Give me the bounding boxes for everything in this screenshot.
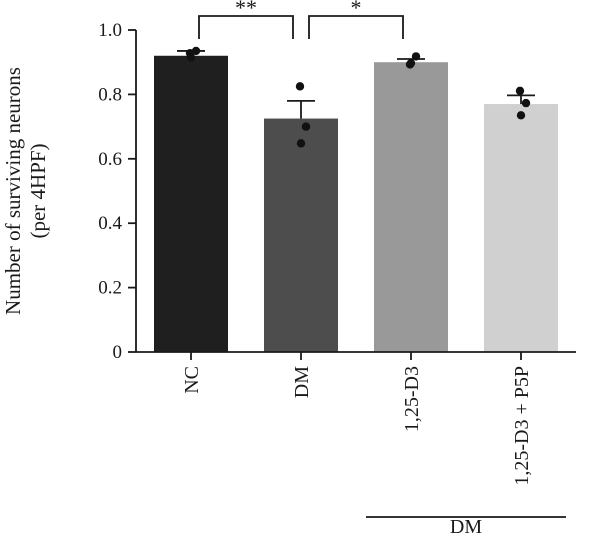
y-axis-label: Number of surviving neurons (per 4HPF) [1,67,50,315]
significance-brackets: ** * [198,0,404,39]
y-tick-label: 0.8 [98,84,122,105]
bar-1 [264,118,338,352]
error-bars [177,50,535,119]
bar-3 [484,104,558,352]
data-point [295,82,305,91]
data-point [406,58,416,68]
data-point [191,46,201,56]
y-axis: 0 0.2 0.4 0.6 0.8 1.0 [98,20,137,363]
x-tick-label: NC [181,366,203,394]
y-tick-label: 0.2 [98,278,122,299]
y-tick-label: 1.0 [98,20,122,41]
data-point [296,139,306,148]
y-tick-label: 0.4 [98,213,122,234]
data-point [516,111,526,120]
y-tick-label: 0.6 [98,149,122,170]
bar-2 [374,62,448,352]
y-tick-label: 0 [113,342,123,363]
x-tick-label: DM [291,366,313,398]
bars [154,55,558,352]
data-point [521,98,531,108]
x-tick-label: 1,25-D3 + P5P [511,366,533,486]
data-points [185,46,531,148]
y-axis-label-line: (per 4HPF) [26,143,50,238]
data-point [301,122,311,131]
x-axis: NC DM 1,25-D3 1,25-D3 + P5P [136,351,576,486]
x-tick-label: 1,25-D3 [401,366,423,432]
y-axis-label-line: Number of surviving neurons [1,67,25,315]
bar-0 [154,55,228,352]
data-point [411,52,421,61]
data-point [186,53,196,62]
significance-bracket [308,15,404,39]
group-label-text: DM [450,516,482,537]
significance-label: ** [235,0,257,20]
data-point [515,86,525,96]
significance-label: * [351,0,362,20]
group-label: DM [366,516,566,537]
significance-bracket [198,15,294,39]
